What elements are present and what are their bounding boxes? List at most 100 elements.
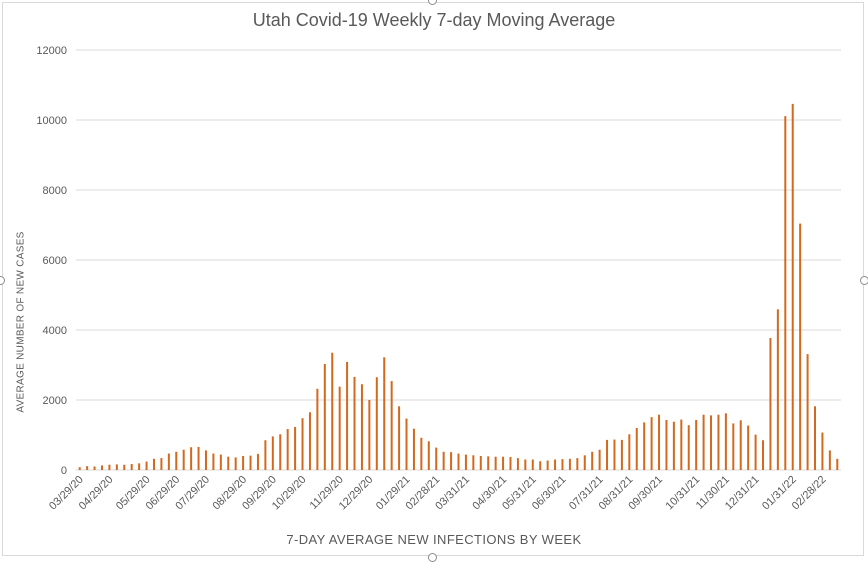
bar[interactable] — [516, 458, 519, 470]
bar[interactable] — [182, 449, 185, 470]
bar[interactable] — [665, 419, 668, 470]
bar[interactable] — [227, 456, 230, 470]
bar[interactable] — [115, 464, 118, 470]
bar[interactable] — [279, 434, 282, 470]
bar[interactable] — [435, 447, 438, 470]
bar[interactable] — [346, 361, 349, 470]
bar[interactable] — [568, 458, 571, 470]
bar[interactable] — [108, 464, 111, 470]
bar[interactable] — [539, 461, 542, 470]
bar[interactable] — [286, 429, 289, 470]
bar[interactable] — [256, 453, 259, 470]
bar[interactable] — [130, 464, 133, 470]
bar[interactable] — [427, 441, 430, 470]
bar[interactable] — [123, 464, 126, 470]
bar[interactable] — [702, 414, 705, 470]
bar[interactable] — [687, 425, 690, 470]
bar[interactable] — [732, 423, 735, 470]
bar[interactable] — [204, 450, 207, 470]
bar[interactable] — [769, 338, 772, 470]
bar[interactable] — [145, 461, 148, 470]
bar[interactable] — [739, 420, 742, 470]
bar[interactable] — [606, 439, 609, 470]
bar[interactable] — [479, 456, 482, 470]
bar[interactable] — [494, 456, 497, 470]
bar[interactable] — [242, 456, 245, 470]
bar[interactable] — [360, 384, 363, 470]
bar[interactable] — [628, 434, 631, 470]
bar[interactable] — [799, 223, 802, 470]
bar[interactable] — [576, 458, 579, 470]
bar[interactable] — [160, 458, 163, 470]
bar[interactable] — [442, 451, 445, 470]
bar[interactable] — [710, 415, 713, 470]
bar[interactable] — [78, 467, 81, 470]
bar[interactable] — [398, 406, 401, 470]
bar[interactable] — [776, 309, 779, 470]
bar[interactable] — [502, 456, 505, 470]
resize-handle-left[interactable] — [0, 276, 5, 285]
bar[interactable] — [524, 459, 527, 471]
bar[interactable] — [294, 426, 297, 470]
bar[interactable] — [784, 116, 787, 471]
bar[interactable] — [138, 463, 141, 470]
bar[interactable] — [308, 412, 311, 470]
bar[interactable] — [338, 386, 341, 470]
bar[interactable] — [472, 455, 475, 470]
bar[interactable] — [412, 428, 415, 470]
bar[interactable] — [717, 414, 720, 470]
bar[interactable] — [197, 446, 200, 470]
bar[interactable] — [620, 439, 623, 470]
bar[interactable] — [643, 422, 646, 470]
bar[interactable] — [101, 465, 103, 470]
bar[interactable] — [546, 460, 549, 470]
bar[interactable] — [836, 458, 839, 470]
bar[interactable] — [368, 400, 371, 470]
bar[interactable] — [383, 357, 386, 470]
bar[interactable] — [747, 425, 750, 470]
bar[interactable] — [591, 451, 594, 470]
bar[interactable] — [695, 419, 698, 470]
bar[interactable] — [450, 452, 453, 470]
bar[interactable] — [353, 376, 356, 470]
resize-handle-right[interactable] — [860, 276, 868, 285]
bar[interactable] — [598, 449, 601, 470]
bar[interactable] — [672, 421, 675, 470]
bar[interactable] — [487, 456, 490, 470]
bar[interactable] — [658, 414, 661, 470]
bar[interactable] — [190, 447, 193, 470]
bar[interactable] — [167, 453, 170, 470]
bar[interactable] — [93, 466, 96, 471]
bar[interactable] — [464, 454, 467, 470]
resize-handle-top[interactable] — [428, 0, 437, 5]
bar[interactable] — [806, 354, 809, 470]
bar[interactable] — [301, 418, 304, 470]
bar[interactable] — [234, 457, 237, 470]
bar[interactable] — [271, 436, 274, 470]
bar[interactable] — [249, 455, 252, 470]
bar[interactable] — [650, 417, 653, 470]
bar[interactable] — [680, 419, 683, 470]
bar[interactable] — [531, 459, 534, 471]
bar[interactable] — [828, 450, 831, 470]
bar[interactable] — [86, 466, 89, 470]
bar[interactable] — [554, 459, 557, 471]
bar[interactable] — [264, 440, 267, 470]
bar[interactable] — [331, 352, 334, 470]
bar[interactable] — [791, 103, 794, 471]
bar[interactable] — [323, 363, 326, 470]
bar[interactable] — [175, 451, 178, 470]
bar[interactable] — [420, 437, 423, 470]
bar[interactable] — [583, 455, 586, 470]
bar[interactable] — [613, 439, 616, 470]
bar[interactable] — [814, 406, 816, 470]
bar[interactable] — [390, 381, 393, 470]
bar[interactable] — [724, 413, 727, 470]
bar[interactable] — [219, 454, 222, 470]
bar[interactable] — [316, 388, 319, 470]
bar[interactable] — [635, 428, 638, 470]
bar[interactable] — [754, 434, 757, 470]
bar[interactable] — [821, 432, 824, 470]
bar[interactable] — [375, 377, 378, 470]
bar[interactable] — [561, 459, 564, 470]
